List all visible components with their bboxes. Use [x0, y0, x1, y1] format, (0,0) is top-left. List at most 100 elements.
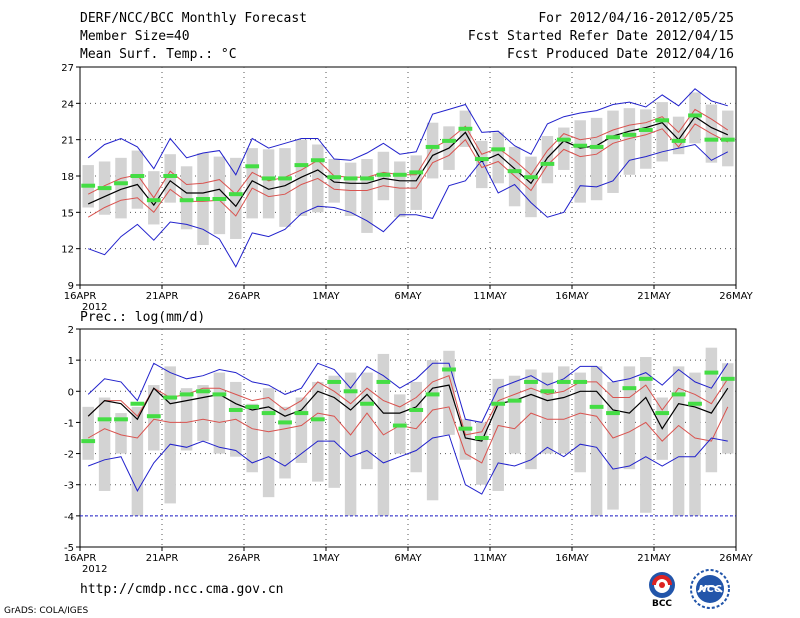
- temp-observation-marker: [376, 172, 391, 177]
- prec-ytick-label: -4: [64, 512, 74, 523]
- ncc-logo-text: NCC: [698, 584, 722, 595]
- temp-observation-marker: [163, 174, 178, 178]
- temp-observation-marker: [704, 137, 719, 142]
- prec-member-box: [689, 372, 701, 516]
- prec-member-box: [607, 381, 619, 510]
- prec-observation-marker: [556, 379, 571, 384]
- temp-member-box: [426, 122, 439, 179]
- prec-observation-marker: [163, 395, 178, 400]
- temp-member-box: [328, 159, 340, 203]
- prec-observation-marker: [671, 392, 686, 397]
- prec-member-box: [722, 363, 734, 454]
- prec-observation-marker: [278, 420, 292, 425]
- prec-ensemble-min-line: [88, 434, 728, 495]
- prec-ytick-label: -2: [64, 450, 74, 461]
- temp-xtick-label: 16MAY: [555, 291, 589, 302]
- temp-spread-lower-line: [87, 123, 729, 218]
- prec-ytick-label: 1: [68, 356, 74, 367]
- temp-observation-marker: [474, 157, 489, 162]
- prec-xtick-label: 6MAY: [394, 553, 422, 564]
- prec-observation-marker: [360, 401, 374, 406]
- temp-member-box: [656, 102, 668, 162]
- prec-member-box: [541, 372, 554, 454]
- prec-ytick-label: 0: [68, 387, 74, 398]
- temp-xtick-label: 6MAY: [394, 291, 422, 302]
- member-size: Member Size=40: [80, 29, 190, 44]
- temp-member-box: [361, 159, 373, 233]
- temp-observation-marker: [573, 143, 588, 148]
- prec-observation-marker: [720, 376, 735, 381]
- prec-member-box: [558, 366, 570, 454]
- prec-observation-marker: [589, 404, 604, 409]
- temp-observation-marker: [507, 169, 522, 174]
- prec-spread-upper-line: [87, 375, 729, 436]
- temp-observation-marker: [524, 175, 538, 180]
- temp-member-box: [115, 157, 127, 219]
- prec-member-box: [476, 422, 488, 485]
- prec-year-label: 2012: [82, 564, 107, 575]
- temp-ensemble-mean-line: [87, 115, 729, 208]
- prec-member-box: [328, 375, 340, 488]
- temp-ytick-label: 27: [61, 63, 74, 74]
- temp-member-box: [689, 92, 701, 144]
- prec-observation-marker: [638, 376, 653, 381]
- chart-title: DERF/NCC/BCC Monthly Forecast: [80, 11, 307, 26]
- temp-observation-marker: [540, 161, 555, 166]
- prec-xtick-label: 26MAY: [719, 553, 753, 564]
- prec-member-box: [164, 366, 176, 504]
- prec-observation-marker: [196, 389, 210, 394]
- temp-member-box: [394, 161, 406, 218]
- prec-xtick-label: 21MAY: [637, 553, 671, 564]
- temp-member-box: [640, 109, 652, 169]
- temp-member-box: [558, 127, 570, 170]
- prec-ytick-label: -5: [64, 543, 74, 554]
- prec-observation-marker: [146, 414, 161, 419]
- temp-observation-marker: [310, 158, 325, 163]
- temp-observation-marker: [589, 144, 604, 149]
- temp-member-box: [672, 116, 685, 155]
- prec-xtick-label: 11MAY: [473, 553, 507, 564]
- temp-member-box: [541, 136, 554, 184]
- temp-xtick-label: 26MAY: [719, 291, 753, 302]
- temp-observation-marker: [720, 137, 735, 142]
- prec-observation-marker: [97, 417, 112, 422]
- temp-observation-marker: [688, 113, 702, 118]
- temp-member-box: [180, 166, 193, 230]
- bcc-logo: BCC: [640, 568, 684, 612]
- prec-observation-marker: [622, 386, 637, 391]
- prec-observation-marker: [491, 401, 506, 406]
- temp-member-box: [476, 140, 488, 189]
- prec-member-box: [295, 397, 308, 463]
- temp-observation-marker: [491, 147, 506, 152]
- prec-member-box: [213, 372, 226, 454]
- temp-observation-marker: [556, 137, 571, 142]
- prec-ensemble-mean-line: [87, 384, 729, 442]
- temp-observation-marker: [146, 198, 161, 203]
- prec-xtick-label: 16APR: [64, 553, 97, 564]
- prec-member-box: [115, 413, 127, 454]
- prec-member-box: [574, 372, 586, 473]
- temp-observation-marker: [228, 192, 243, 197]
- prec-observation-marker: [327, 379, 342, 384]
- temp-observation-marker: [655, 118, 670, 123]
- prec-observation-marker: [507, 398, 522, 403]
- temp-ytick-label: 24: [61, 99, 74, 110]
- temp-ytick-label: 18: [61, 172, 74, 183]
- temp-member-box: [230, 157, 242, 239]
- temp-observation-marker: [245, 164, 260, 169]
- temp-observation-marker: [622, 132, 637, 137]
- prec-member-box: [426, 360, 439, 501]
- prec-member-box: [312, 381, 324, 482]
- temp-member-box: [410, 155, 422, 210]
- prec-observation-marker: [458, 426, 473, 431]
- prec-member-box: [459, 419, 472, 460]
- prec-observation-marker: [114, 417, 128, 422]
- temp-observation-marker: [606, 135, 620, 140]
- bcc-logo-text: BCC: [651, 599, 673, 609]
- source-url[interactable]: http://cmdp.ncc.cma.gov.cn: [80, 582, 284, 597]
- temp-observation-marker: [442, 138, 456, 143]
- prec-xtick-label: 26APR: [228, 553, 261, 564]
- temp-member-box: [131, 150, 144, 209]
- temp-member-box: [262, 149, 275, 219]
- temp-member-box: [574, 120, 586, 203]
